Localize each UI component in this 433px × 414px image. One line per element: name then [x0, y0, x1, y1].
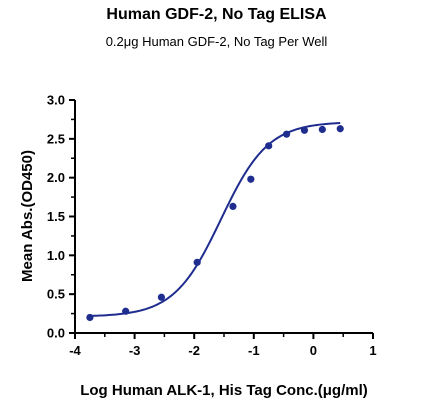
- data-point: [336, 125, 344, 133]
- x-tick-label: -1: [248, 343, 260, 358]
- y-tick-label: 2.5: [47, 131, 65, 146]
- chart-title: Human GDF-2, No Tag ELISA: [106, 6, 327, 23]
- fit-curve: [89, 121, 341, 317]
- chart-axes: -4 -3 -2 -1 0 1 0.0 0.5 1.0 1.5 2.0 2.5 3.0: [47, 93, 377, 359]
- y-tick-label: 1.5: [47, 209, 65, 224]
- data-point: [247, 175, 255, 183]
- fit-curve-layer: [89, 121, 341, 317]
- y-tick-label: 0.0: [47, 326, 65, 341]
- x-tick-label: 0: [310, 343, 317, 358]
- x-tick-label: 1: [369, 343, 376, 358]
- data-point: [300, 126, 309, 134]
- y-tick-label: 3.0: [47, 93, 65, 108]
- data-point: [157, 293, 166, 301]
- y-tick-label: 2.0: [47, 170, 65, 185]
- x-tick-label: -3: [129, 343, 141, 358]
- data-point: [265, 142, 273, 150]
- data-point: [193, 258, 201, 266]
- y-tick-label: 1.0: [47, 248, 65, 263]
- y-tick-label: 0.5: [47, 287, 65, 302]
- x-tick-label: -2: [188, 343, 200, 358]
- y-axis-label: Mean Abs.(OD450): [19, 150, 36, 282]
- chart-subtitle: 0.2μg Human GDF-2, No Tag Per Well: [105, 34, 328, 49]
- data-point: [318, 125, 326, 134]
- data-point: [122, 307, 130, 315]
- data-point: [282, 130, 291, 138]
- x-tick-label: -4: [69, 343, 81, 358]
- data-point: [86, 313, 94, 322]
- x-axis-label: Log Human ALK-1, His Tag Conc.(μg/ml): [80, 382, 368, 399]
- data-point: [229, 202, 237, 211]
- data-points-layer: [86, 125, 344, 322]
